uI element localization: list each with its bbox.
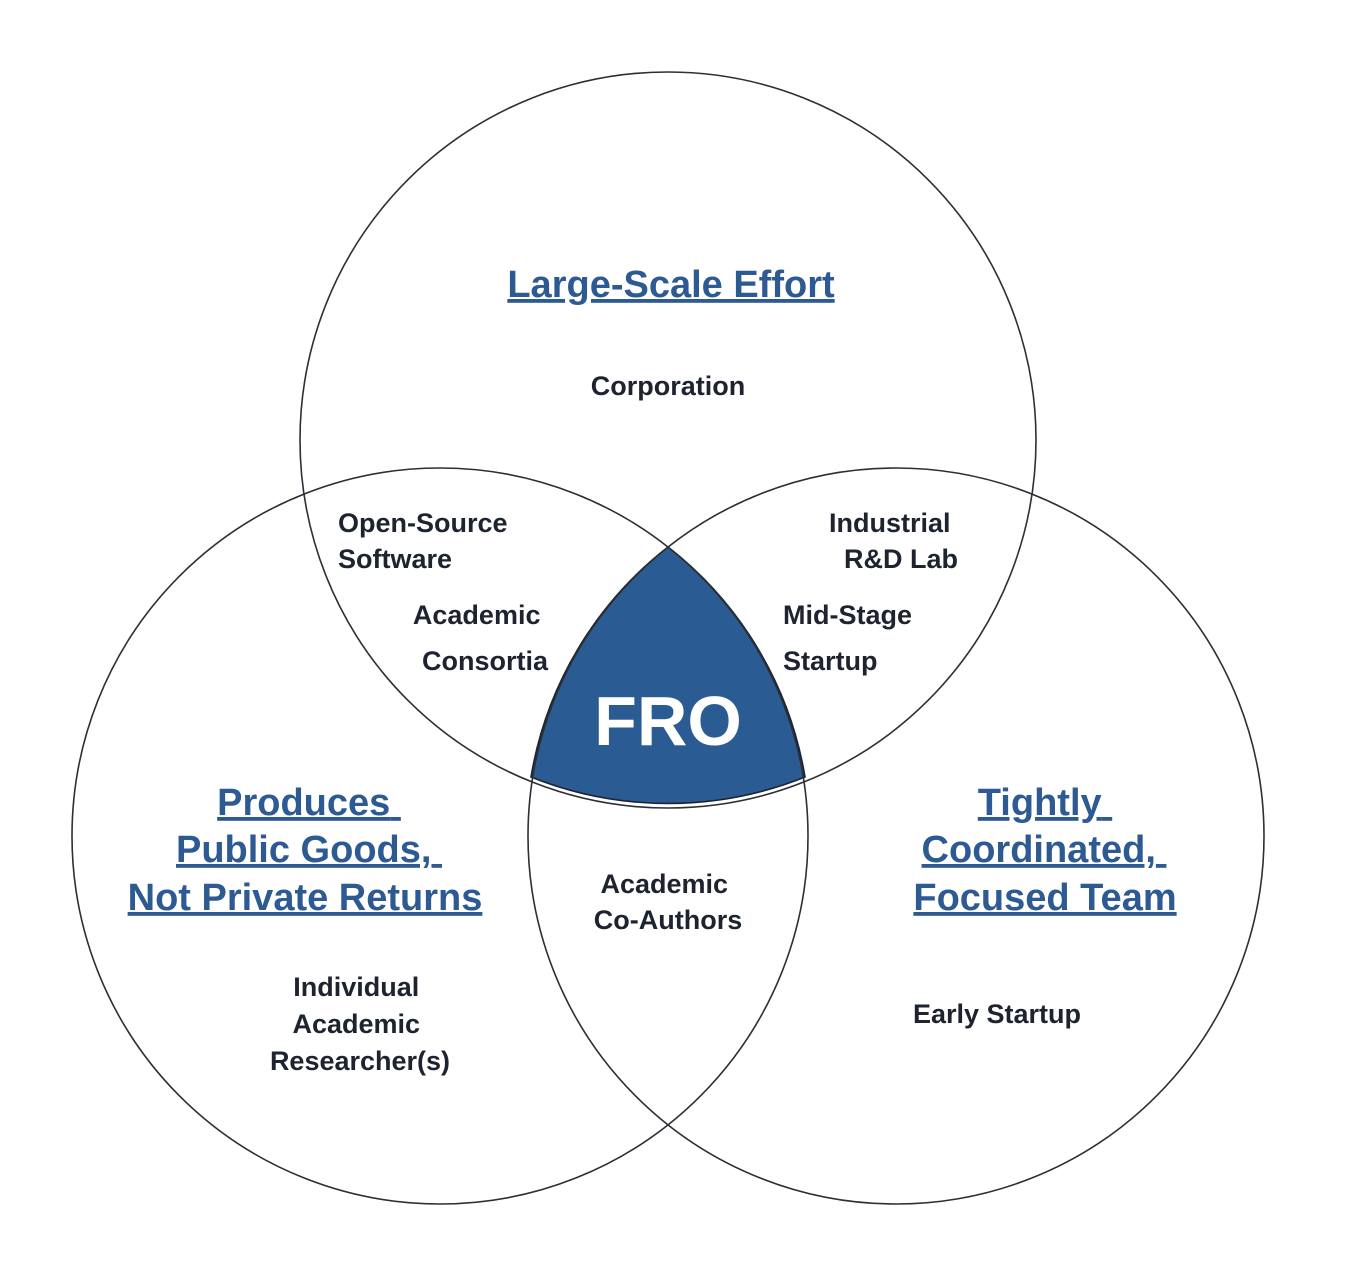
heading-right-line-3: Focused Team — [913, 877, 1176, 919]
center-intersection-region — [530, 545, 806, 805]
circle-focused-team — [527, 467, 1265, 1205]
circle-public-goods — [71, 467, 809, 1205]
heading-right-line-1: Tightly — [978, 782, 1102, 824]
heading-left-set: Produces Public Goods, Not Private Retur… — [128, 782, 483, 919]
heading-right-set: Tightly Coordinated, Focused Team — [913, 782, 1176, 919]
label-academic-consortia: Academic Consortia — [413, 600, 549, 676]
heading-top-set: Large-Scale Effort — [507, 264, 835, 306]
circle-large-scale-effort — [299, 71, 1037, 809]
heading-right-line-2: Coordinated, — [922, 829, 1156, 871]
heading-left-line-2: Public Goods, — [176, 829, 431, 871]
label-early-startup: Early Startup — [913, 999, 1081, 1029]
center-label-fro: FRO — [594, 682, 742, 760]
label-individual-academic-researchers: Individual Academic Researcher(s) — [270, 972, 450, 1076]
heading-left-line-1: Produces — [217, 782, 390, 824]
label-open-source-software: Open-Source Software — [338, 508, 515, 574]
label-industrial-rd-lab: Industrial R&D Lab — [829, 508, 958, 574]
label-mid-stage-startup: Mid-Stage Startup — [783, 600, 920, 676]
label-academic-co-authors: Academic Co-Authors — [594, 869, 742, 935]
label-corporation: Corporation — [591, 371, 746, 401]
heading-left-line-3: Not Private Returns — [128, 877, 483, 919]
